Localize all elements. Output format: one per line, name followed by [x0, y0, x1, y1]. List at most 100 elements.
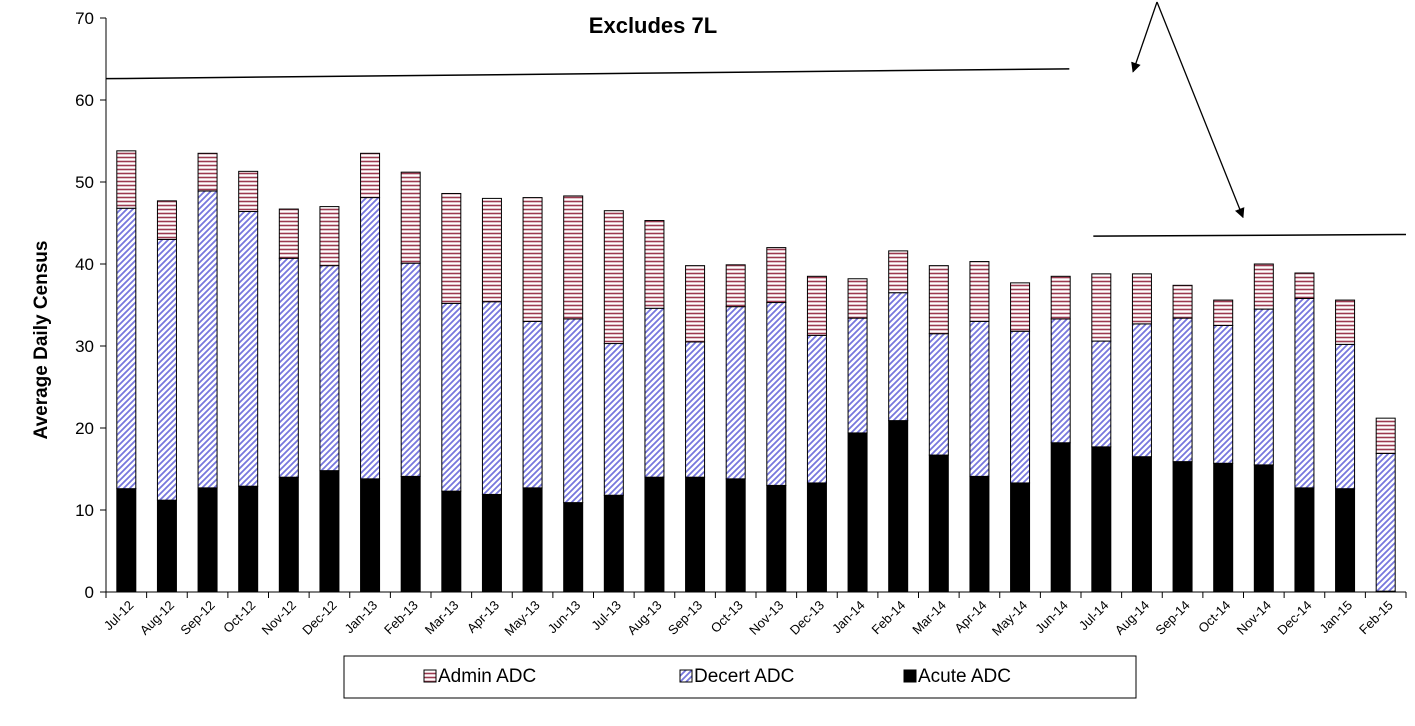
x-tick-label: Dec-12 [299, 598, 339, 638]
legend-label: Decert ADC [694, 666, 794, 687]
bar-admin-adc [360, 152, 381, 199]
x-tick-label: Feb-13 [381, 598, 421, 638]
bar-decert-adc [1335, 343, 1356, 490]
bar-acute-adc [1172, 461, 1193, 593]
bar-decert-adc [847, 317, 868, 434]
x-tick-label: Feb-15 [1356, 598, 1396, 638]
bar-admin-adc [1172, 284, 1193, 319]
arrow [1131, 1, 1158, 73]
x-tick-label: Aug-14 [1112, 598, 1152, 638]
bar-acute-adc [603, 494, 624, 593]
reference-line [105, 68, 1070, 80]
bar-decert-adc [522, 320, 543, 489]
bar-decert-adc [928, 333, 949, 456]
bar-acute-adc [1335, 488, 1356, 593]
bar-decert-adc [278, 257, 299, 478]
bar-admin-adc [644, 220, 665, 309]
bar-admin-adc [725, 264, 746, 308]
bar-decert-adc [1294, 297, 1315, 489]
bar-decert-adc [888, 292, 909, 422]
x-tick-label: Jan-13 [341, 598, 380, 637]
x-tick-label: Sep-12 [177, 598, 217, 638]
bar-decert-adc [725, 306, 746, 480]
bar-acute-adc [441, 490, 462, 593]
bar-acute-adc [888, 420, 909, 593]
bar-admin-adc [1091, 273, 1112, 342]
bar-admin-adc [400, 171, 421, 264]
bar-admin-adc [441, 192, 462, 304]
bar-decert-adc [1010, 330, 1031, 484]
bar-admin-adc [563, 195, 584, 320]
bar-admin-adc [1131, 273, 1152, 325]
bar-decert-adc [766, 302, 787, 486]
arrow [1156, 1, 1245, 219]
bar-admin-adc [888, 250, 909, 294]
bar-admin-adc [481, 197, 502, 303]
bar-decert-adc [116, 207, 137, 490]
x-tick-label: Jun-14 [1032, 598, 1071, 637]
legend-label: Admin ADC [438, 666, 536, 687]
x-tick-label: Aug-13 [624, 598, 664, 638]
bar-decert-adc [685, 341, 706, 478]
x-tick-label: Sep-13 [665, 598, 705, 638]
bar-acute-adc [685, 476, 706, 593]
x-tick-label: Jun-13 [545, 598, 584, 637]
x-tick-label: May-13 [501, 598, 542, 639]
x-tick-label: Apr-13 [464, 598, 502, 636]
bar-acute-adc [1213, 462, 1234, 593]
chart-title: Excludes 7L [589, 13, 717, 38]
bar-decert-adc [1375, 452, 1396, 592]
y-tick-label: 10 [75, 501, 94, 520]
bar-decert-adc [441, 302, 462, 492]
x-tick-label: Sep-14 [1152, 598, 1192, 638]
x-tick-label: Oct-14 [1195, 598, 1233, 636]
bar-decert-adc [481, 301, 502, 495]
bar-decert-adc [806, 334, 827, 484]
y-tick-label: 70 [75, 9, 94, 28]
bar-decert-adc [563, 318, 584, 504]
bar-admin-adc [1294, 272, 1315, 299]
x-tick-label: Oct-13 [708, 598, 746, 636]
bar-acute-adc [156, 499, 177, 593]
bar-acute-adc [563, 502, 584, 593]
bar-admin-adc [603, 210, 624, 345]
x-tick-label: Jan-14 [829, 598, 868, 637]
bar-acute-adc [360, 478, 381, 593]
bar-decert-adc [1091, 340, 1112, 448]
annotations [105, 1, 1407, 237]
bar-decert-adc [238, 211, 259, 487]
legend-box [343, 655, 1137, 699]
bar-decert-adc [1253, 308, 1274, 466]
bar-decert-adc [1050, 318, 1071, 444]
bar-admin-adc [319, 206, 340, 267]
bar-decert-adc [1131, 323, 1152, 458]
bar-acute-adc [319, 470, 340, 593]
bar-acute-adc [1010, 482, 1031, 593]
bar-admin-adc [1253, 263, 1274, 310]
bar-admin-adc [522, 197, 543, 322]
bar-decert-adc [1213, 325, 1234, 464]
bar-acute-adc [766, 484, 787, 593]
legend: Admin ADC Decert ADC Acute ADC [343, 655, 1137, 699]
x-tick-label: Mar-13 [422, 598, 462, 638]
bar-acute-adc [847, 432, 868, 593]
bar-admin-adc [685, 265, 706, 343]
legend-label: Acute ADC [918, 666, 1011, 687]
y-axis-label: Average Daily Census [31, 241, 52, 440]
x-tick-label: Jul-12 [101, 598, 137, 634]
bar-acute-adc [116, 488, 137, 593]
x-tick-label: Oct-12 [220, 598, 258, 636]
bar-admin-adc [1375, 417, 1396, 454]
bar-decert-adc [360, 197, 381, 480]
bar-admin-adc [969, 261, 990, 322]
x-tick-label: Dec-13 [787, 598, 827, 638]
bar-acute-adc [1253, 464, 1274, 593]
x-tick-label: Nov-12 [259, 598, 299, 638]
bar-admin-adc [1050, 275, 1071, 320]
bar-admin-adc [928, 265, 949, 335]
y-tick-label: 60 [75, 91, 94, 110]
bar-acute-adc [644, 476, 665, 593]
bar-admin-adc [1213, 299, 1234, 326]
x-tick-label: Feb-14 [869, 598, 909, 638]
legend-swatch [903, 669, 917, 683]
